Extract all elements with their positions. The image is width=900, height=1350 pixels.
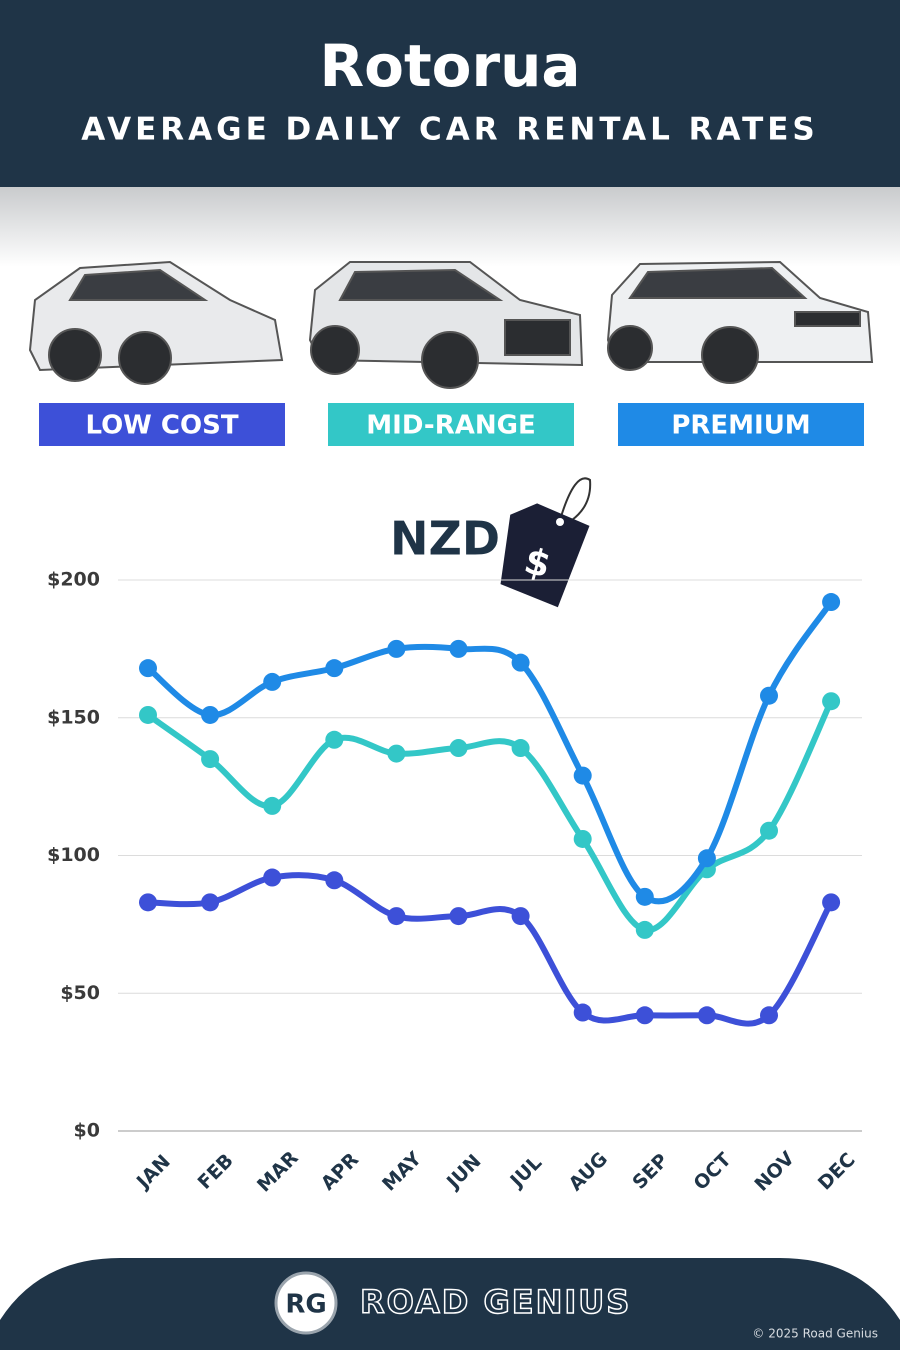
data-point (325, 730, 344, 749)
x-tick-label: JUL (505, 1152, 546, 1193)
page-title: Rotorua (319, 32, 580, 100)
header-band (0, 0, 900, 187)
legend-box (39, 403, 285, 446)
data-point (139, 659, 157, 678)
data-point (511, 739, 530, 758)
data-point (449, 907, 468, 926)
data-point (573, 829, 592, 848)
data-point (449, 739, 468, 758)
data-point (760, 686, 778, 705)
currency-label: NZD (390, 512, 500, 566)
data-point (635, 1006, 654, 1025)
x-tick-label: DEC (814, 1149, 860, 1195)
footer-band (0, 1258, 900, 1350)
data-point (822, 692, 841, 711)
car-suv (308, 261, 584, 389)
data-point (573, 766, 592, 785)
data-point (325, 871, 344, 890)
data-point (511, 653, 530, 672)
x-tick-label: AUG (565, 1148, 612, 1195)
x-tick-label: JUN (441, 1150, 485, 1194)
data-point (760, 821, 778, 840)
data-point (263, 796, 282, 815)
data-point (263, 672, 282, 691)
x-tick-label: APR (317, 1148, 363, 1194)
brand-name: ROAD GENIUS (360, 1283, 631, 1321)
data-point (697, 1006, 716, 1025)
logo-text: RG (285, 1290, 326, 1320)
y-tick-label: $150 (47, 706, 100, 728)
data-point (822, 593, 841, 612)
x-tick-label: NOV (751, 1147, 799, 1195)
price-tag (500, 477, 592, 608)
data-point (139, 893, 157, 912)
data-point (201, 705, 220, 724)
x-tick-label: OCT (690, 1149, 736, 1195)
car-premium-suv (606, 260, 874, 384)
data-point (387, 907, 406, 926)
data-point (325, 659, 344, 678)
data-point (635, 887, 654, 906)
logo-badge (274, 1271, 338, 1335)
data-point (263, 868, 282, 887)
data-point (635, 920, 654, 939)
y-tick-label: $0 (74, 1120, 100, 1142)
data-point (760, 1006, 778, 1025)
data-point (449, 639, 468, 658)
data-point (573, 1003, 592, 1022)
data-point (201, 893, 220, 912)
series-line (147, 872, 834, 1027)
x-tick-label: MAY (378, 1148, 426, 1196)
data-point (201, 750, 220, 769)
x-tick-label: FEB (194, 1150, 238, 1194)
data-point (387, 744, 406, 763)
data-point (697, 849, 716, 868)
header-shadow (0, 187, 900, 267)
x-tick-label: MAR (253, 1147, 303, 1197)
y-tick-label: $200 (47, 569, 100, 591)
y-tick-label: $50 (60, 982, 100, 1004)
x-tick-label: JAN (131, 1151, 175, 1195)
data-point (387, 639, 406, 658)
x-tick-label: SEP (628, 1149, 672, 1193)
legend-label: LOW COST (85, 411, 238, 441)
page-subtitle: AVERAGE DAILY CAR RENTAL RATES (81, 112, 819, 148)
data-point (822, 893, 841, 912)
legend-label: PREMIUM (671, 411, 810, 441)
copyright: © 2025 Road Genius (752, 1327, 878, 1341)
legend-box (328, 403, 574, 446)
data-point (139, 705, 157, 724)
car-hatchback (28, 260, 284, 385)
y-tick-label: $100 (47, 844, 100, 866)
legend-box (618, 403, 864, 446)
legend-label: MID-RANGE (366, 411, 535, 441)
data-point (511, 907, 530, 926)
